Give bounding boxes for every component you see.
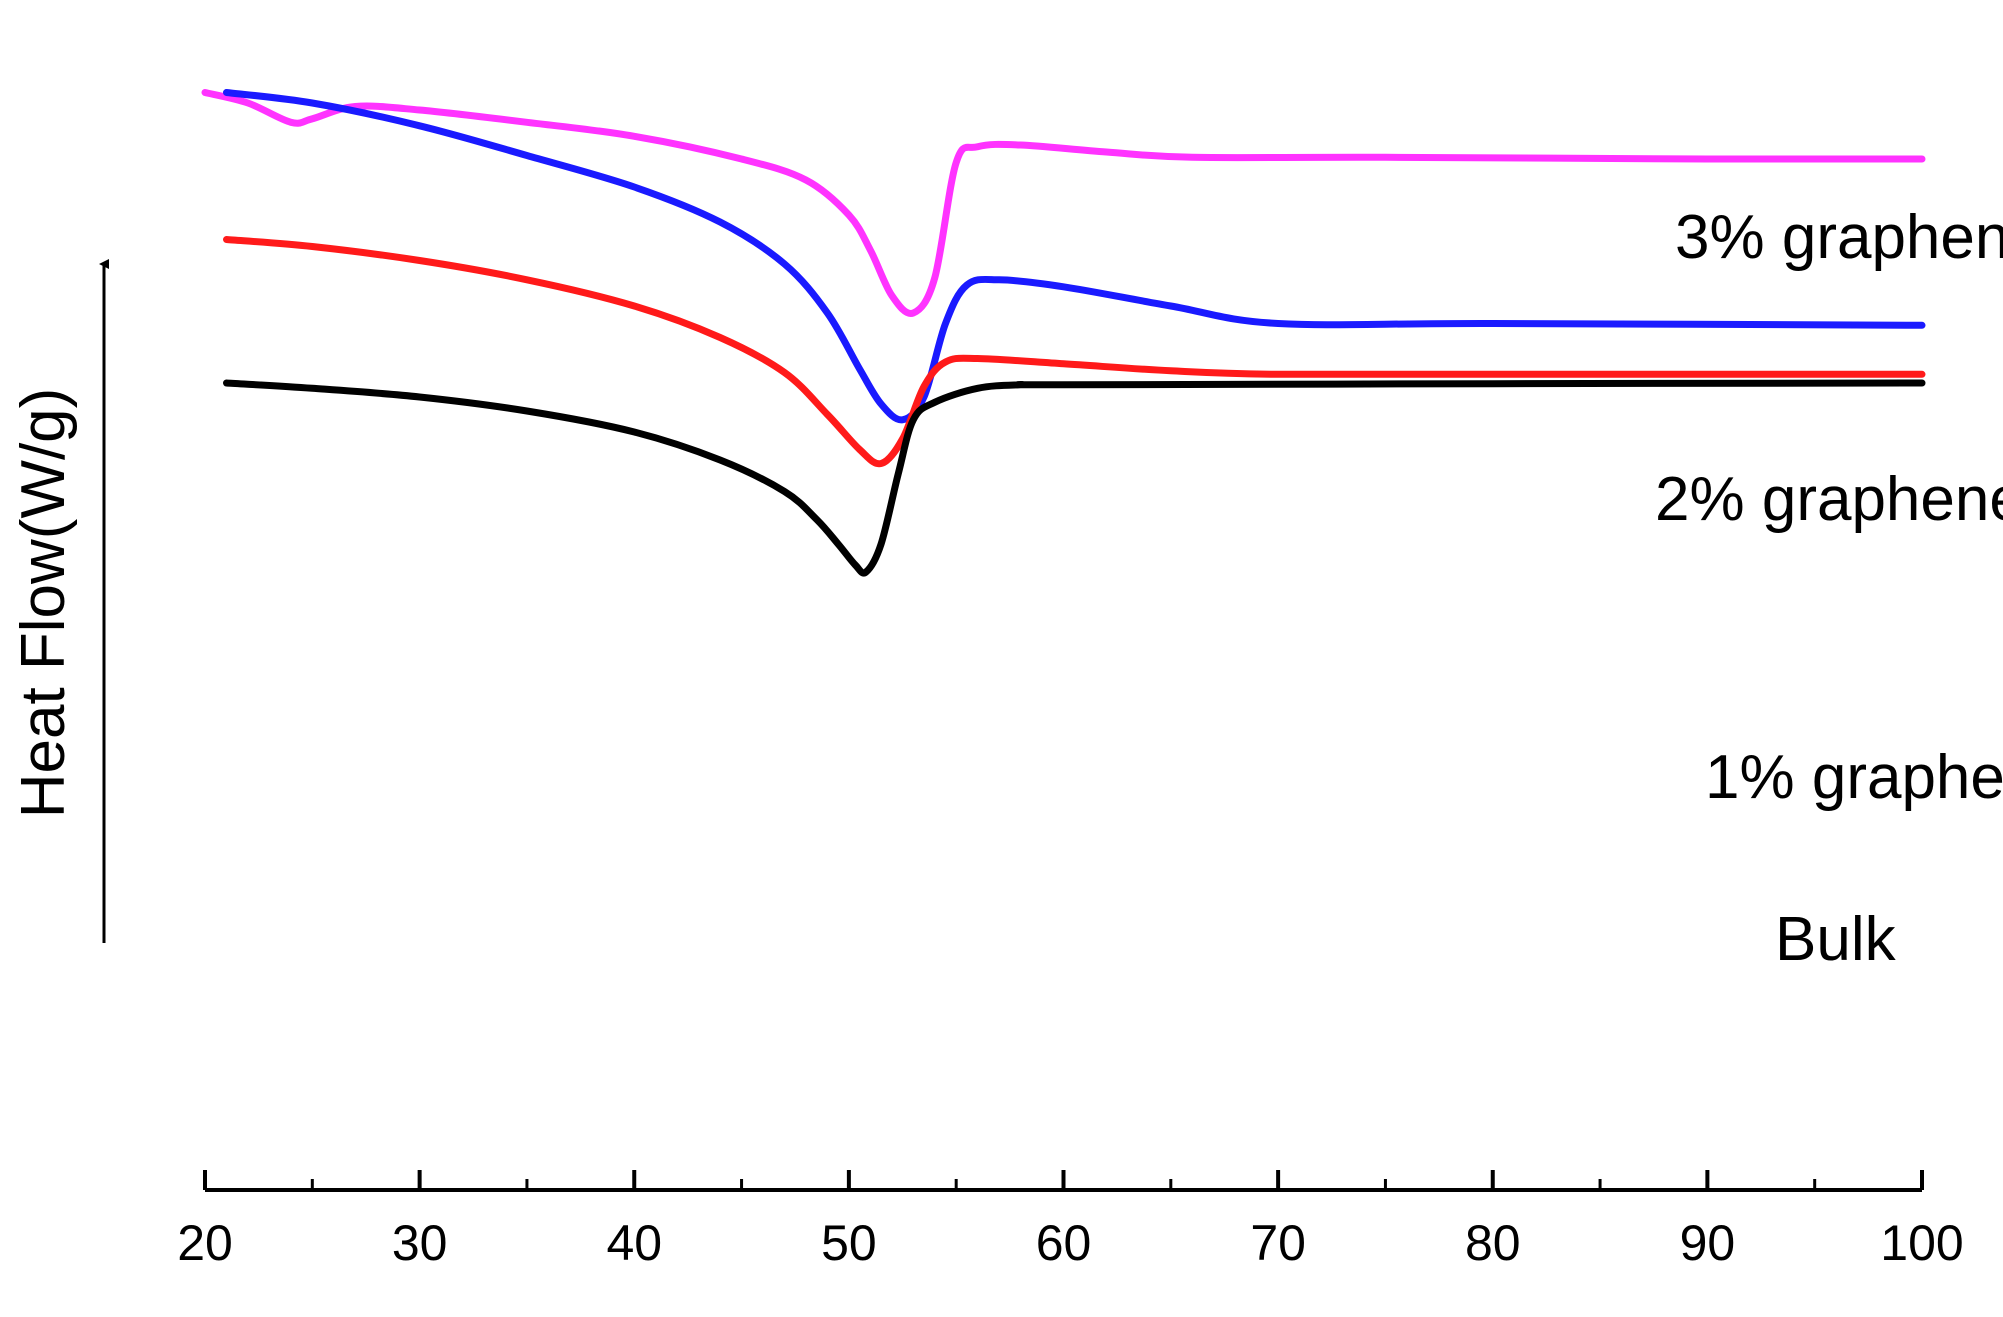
series-label-3-graphene: 3% graphene	[1675, 203, 2003, 272]
y-axis-label: Heat Flow(W/g)	[9, 388, 78, 819]
series-label-1-graphene: 1% graphene	[1705, 743, 2003, 812]
x-tick-label: 50	[821, 1215, 877, 1271]
series-layer	[201, 89, 1926, 577]
series-line-3-graphene	[201, 89, 1926, 317]
x-tick-label: 90	[1680, 1215, 1736, 1271]
x-tick-label: 60	[1036, 1215, 1092, 1271]
x-tick-label: 80	[1465, 1215, 1521, 1271]
series-line-1-graphene	[223, 236, 1926, 468]
series-line-bulk	[223, 379, 1926, 577]
series-label-bulk: Bulk	[1775, 905, 1897, 974]
x-axis: 20 30 40 50 60 70 80 90 100	[177, 1170, 1964, 1271]
x-tick-label: 30	[392, 1215, 448, 1271]
x-tick-label: 20	[177, 1215, 233, 1271]
series-line-2-graphene	[223, 89, 1926, 424]
x-tick-label: 100	[1880, 1215, 1963, 1271]
series-labels: 3% graphene 2% graphene 1% graphene Bulk	[1655, 203, 2003, 974]
x-tick-label: 40	[606, 1215, 662, 1271]
x-tick-label: 70	[1250, 1215, 1306, 1271]
series-label-2-graphene: 2% graphene	[1655, 465, 2003, 534]
